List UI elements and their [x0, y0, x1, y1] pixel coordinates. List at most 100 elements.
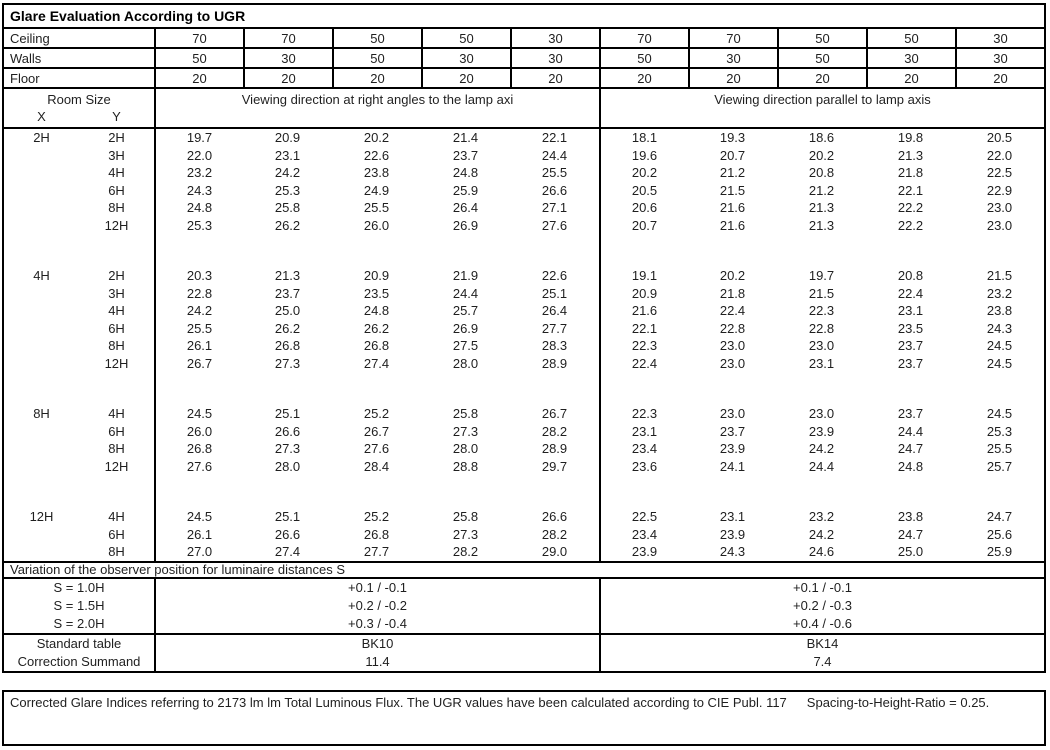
ugr-value-cell: 25.3	[274, 182, 301, 198]
room-y-label: 4H	[108, 303, 125, 319]
empty-cell	[955, 475, 1044, 508]
variation-row: S = 1.5H +0.2 / -0.2 +0.2 / -0.3	[4, 596, 1044, 615]
variation-right-value: +0.4 / -0.6	[599, 614, 1044, 633]
ugr-value-cell: 26.2	[274, 217, 301, 233]
ugr-value-cell: 26.0	[154, 422, 243, 440]
variation-left-value: +0.2 / -0.2	[154, 596, 599, 615]
block-spacer-row	[4, 234, 1044, 267]
ugr-value-cell: 24.8	[363, 303, 390, 319]
table-row: 6H 24.3 25.3 24.9 25.9 26.6 20.5 21.5 21.2 22.1 22…	[4, 181, 1044, 199]
ugr-value-cell: 24.5	[986, 406, 1013, 422]
ugr-value-cell: 22.0	[154, 146, 243, 164]
summary-row: Standard table BK10 BK14	[4, 634, 1044, 653]
table-row: 4H 2H 20.3 21.3 20.9 21.9 22.6 19.1 20.2 19.7 20.8…	[4, 267, 1044, 285]
ugr-value-cell: 23.9	[808, 423, 835, 439]
ugr-value-cell: 23.1	[599, 422, 688, 440]
xy-labels: X Y	[4, 109, 154, 124]
ugr-value-cell: 20.9	[363, 268, 390, 284]
table-row: 8H 26.1 26.8 26.8 27.5 28.3 22.3 23.0 23.0 23.7 24…	[4, 337, 1044, 355]
ugr-value-cell: 24.3	[719, 544, 746, 560]
summary-left-value: 11.4	[154, 652, 599, 671]
y-label: Y	[112, 109, 121, 124]
ugr-value-cell: 23.2	[986, 285, 1013, 301]
ugr-value-cell: 28.0	[274, 458, 301, 474]
ugr-value-cell: 20.6	[599, 199, 688, 217]
room-y-label: 3H	[108, 147, 125, 163]
ugr-value-cell: 22.5	[986, 165, 1013, 181]
ugr-value-cell: 25.5	[154, 319, 243, 337]
surface-rows: Ceiling 70 70 50 50 30 70 70 50 50 30 Walls 50 30 50 30…	[4, 29, 1044, 89]
room-y-label: 8H	[108, 200, 125, 216]
ugr-value-cell: 24.2	[154, 302, 243, 320]
ugr-value-cell: 22.3	[599, 405, 688, 423]
empty-cell	[332, 234, 421, 267]
ugr-value-cell: 27.6	[541, 217, 568, 233]
table-row: 12H 25.3 26.2 26.0 26.9 27.6 20.7 21.6 21.3 22.2 2…	[4, 216, 1044, 234]
empty-cell	[421, 234, 510, 267]
ugr-value-cell: 20.2	[808, 147, 835, 163]
ugr-value-cell: 27.3	[452, 526, 479, 542]
variation-right-value: +0.1 / -0.1	[599, 578, 1044, 597]
ugr-value-cell: 24.4	[541, 147, 568, 163]
table-row: 2H 2H 19.7 20.9 20.2 21.4 22.1 18.1 19.3 18.6 19.8…	[4, 129, 1044, 147]
empty-cell	[510, 475, 599, 508]
surface-value-cell: 50	[421, 29, 510, 47]
surface-row: Ceiling 70 70 50 50 30 70 70 50 50 30	[4, 29, 1044, 49]
ugr-value-cell: 24.2	[808, 441, 835, 457]
ugr-value-cell: 19.7	[154, 129, 243, 147]
ugr-value-cell: 23.2	[808, 509, 835, 525]
ugr-value-cell: 24.3	[986, 320, 1013, 336]
ugr-table: Glare Evaluation According to UGR Ceilin…	[2, 3, 1046, 673]
ugr-value-cell: 25.6	[986, 526, 1013, 542]
surface-value-cell: 20	[688, 69, 777, 87]
ugr-value-cell: 20.9	[274, 130, 301, 146]
surface-value-cell: 30	[510, 29, 599, 47]
ugr-value-cell: 23.7	[452, 147, 479, 163]
ugr-value-cell: 26.4	[541, 303, 568, 319]
table-row: 8H 4H 24.5 25.1 25.2 25.8 26.7 22.3 23.0 23.0 23.7…	[4, 405, 1044, 423]
ugr-value-cell: 21.5	[719, 182, 746, 198]
ugr-value-cell: 24.4	[808, 458, 835, 474]
empty-cell	[866, 234, 955, 267]
ugr-value-cell: 23.7	[897, 406, 924, 422]
empty-cell	[777, 475, 866, 508]
ugr-value-cell: 23.1	[719, 509, 746, 525]
ugr-value-cell: 20.8	[897, 268, 924, 284]
ugr-value-cell: 21.2	[808, 182, 835, 198]
empty-cell	[510, 234, 599, 267]
empty-cell	[243, 234, 332, 267]
room-y-label: 12H	[104, 217, 129, 233]
empty-cell	[866, 372, 955, 405]
ugr-value-cell: 27.1	[541, 200, 568, 216]
ugr-value-cell: 25.0	[897, 544, 924, 560]
ugr-value-cell: 26.8	[154, 440, 243, 458]
ugr-value-cell: 22.2	[897, 217, 924, 233]
ugr-value-cell: 22.1	[599, 319, 688, 337]
ugr-value-cell: 18.1	[599, 129, 688, 147]
ugr-value-cell: 26.6	[274, 526, 301, 542]
summary-rows: Standard table BK10 BK14 Correction Summand…	[4, 632, 1044, 671]
surface-value-cell: 20	[599, 69, 688, 87]
ugr-value-cell: 21.8	[897, 165, 924, 181]
ugr-value-cell: 19.8	[897, 130, 924, 146]
ugr-value-cell: 21.6	[719, 200, 746, 216]
ugr-value-cell: 28.4	[363, 458, 390, 474]
table-row: 3H 22.0 23.1 22.6 23.7 24.4 19.6 20.7 20.2 21.3 22…	[4, 146, 1044, 164]
ugr-value-cell: 22.8	[154, 284, 243, 302]
ugr-value-cell: 25.2	[363, 509, 390, 525]
ugr-value-cell: 26.8	[363, 526, 390, 542]
ugr-value-cell: 22.9	[986, 182, 1013, 198]
surface-value-cell: 20	[154, 69, 243, 87]
surface-value-cell: 30	[510, 49, 599, 67]
ugr-value-cell: 23.8	[363, 165, 390, 181]
ugr-value-cell: 22.1	[897, 182, 924, 198]
surface-value-cell: 30	[866, 49, 955, 67]
ugr-value-cell: 22.8	[719, 320, 746, 336]
ugr-value-cell: 25.8	[452, 509, 479, 525]
room-y-label: 3H	[108, 285, 125, 301]
room-y-label: 4H	[108, 509, 125, 525]
ugr-value-cell: 20.8	[808, 165, 835, 181]
empty-cell	[243, 475, 332, 508]
ugr-value-cell: 21.3	[808, 217, 835, 233]
